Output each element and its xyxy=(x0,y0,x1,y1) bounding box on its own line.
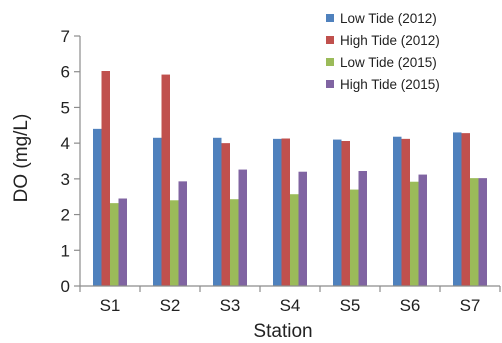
legend-swatch-1 xyxy=(326,14,334,22)
bar-s2-series-4 xyxy=(178,181,187,286)
y-axis-label: DO (mg/L) xyxy=(11,114,32,203)
bar-s7-series-1 xyxy=(453,132,462,286)
x-tick-label: S1 xyxy=(100,296,121,315)
x-tick-label: S2 xyxy=(160,296,181,315)
bar-s6-series-4 xyxy=(418,174,427,286)
bar-s3-series-4 xyxy=(238,169,247,286)
bar-s2-series-3 xyxy=(170,200,179,286)
y-tick-label: 3 xyxy=(61,170,70,189)
bar-s5-series-2 xyxy=(341,141,350,286)
bar-s1-series-1 xyxy=(93,128,102,286)
y-axis-ticks: 0 1 2 3 4 5 6 7 xyxy=(61,27,80,296)
bar-s1-series-4 xyxy=(118,198,127,286)
y-tick-label: 0 xyxy=(61,277,70,296)
y-tick-label: 1 xyxy=(61,241,70,260)
bar-s4-series-1 xyxy=(273,138,282,286)
bar-s5-series-3 xyxy=(350,189,359,286)
legend-label-1: Low Tide (2012) xyxy=(340,11,437,26)
bar-s6-series-1 xyxy=(393,136,402,286)
x-axis-ticks: S1 S2 S3 S4 S5 S6 S7 xyxy=(79,286,501,315)
bar-s1-series-3 xyxy=(110,203,119,286)
legend-label-3: Low Tide (2015) xyxy=(340,55,437,70)
bar-s1-series-2 xyxy=(101,71,110,286)
x-tick-label: S7 xyxy=(460,296,481,315)
bar-s2-series-1 xyxy=(153,137,162,286)
bars xyxy=(93,71,487,286)
bar-s3-series-2 xyxy=(221,143,230,286)
y-tick-label: 6 xyxy=(61,63,70,82)
x-tick-label: S3 xyxy=(220,296,241,315)
y-tick-label: 2 xyxy=(61,206,70,225)
bar-s2-series-2 xyxy=(161,74,170,286)
legend-label-2: High Tide (2012) xyxy=(340,33,440,48)
y-tick-label: 4 xyxy=(61,134,70,153)
x-tick-label: S6 xyxy=(400,296,421,315)
legend-label-4: High Tide (2015) xyxy=(340,77,440,92)
bar-s6-series-2 xyxy=(401,138,410,286)
bar-s7-series-3 xyxy=(470,178,479,286)
bar-s7-series-2 xyxy=(461,133,470,286)
x-axis-label: Station xyxy=(253,321,312,342)
y-tick-label: 5 xyxy=(61,98,70,117)
bar-s3-series-3 xyxy=(230,199,239,286)
bar-s5-series-1 xyxy=(333,139,342,286)
bar-s3-series-1 xyxy=(213,137,222,286)
bar-s7-series-4 xyxy=(478,178,487,286)
legend-swatch-3 xyxy=(326,58,334,66)
bar-s6-series-3 xyxy=(410,181,419,286)
legend: Low Tide (2012) High Tide (2012) Low Tide … xyxy=(326,11,440,92)
bar-s4-series-2 xyxy=(281,138,290,286)
legend-swatch-2 xyxy=(326,36,334,44)
bar-s4-series-3 xyxy=(290,194,299,286)
x-tick-label: S4 xyxy=(280,296,301,315)
bar-s5-series-4 xyxy=(358,171,367,286)
legend-swatch-4 xyxy=(326,80,334,88)
x-tick-label: S5 xyxy=(340,296,361,315)
bar-s4-series-4 xyxy=(298,171,307,286)
y-tick-label: 7 xyxy=(61,27,70,46)
